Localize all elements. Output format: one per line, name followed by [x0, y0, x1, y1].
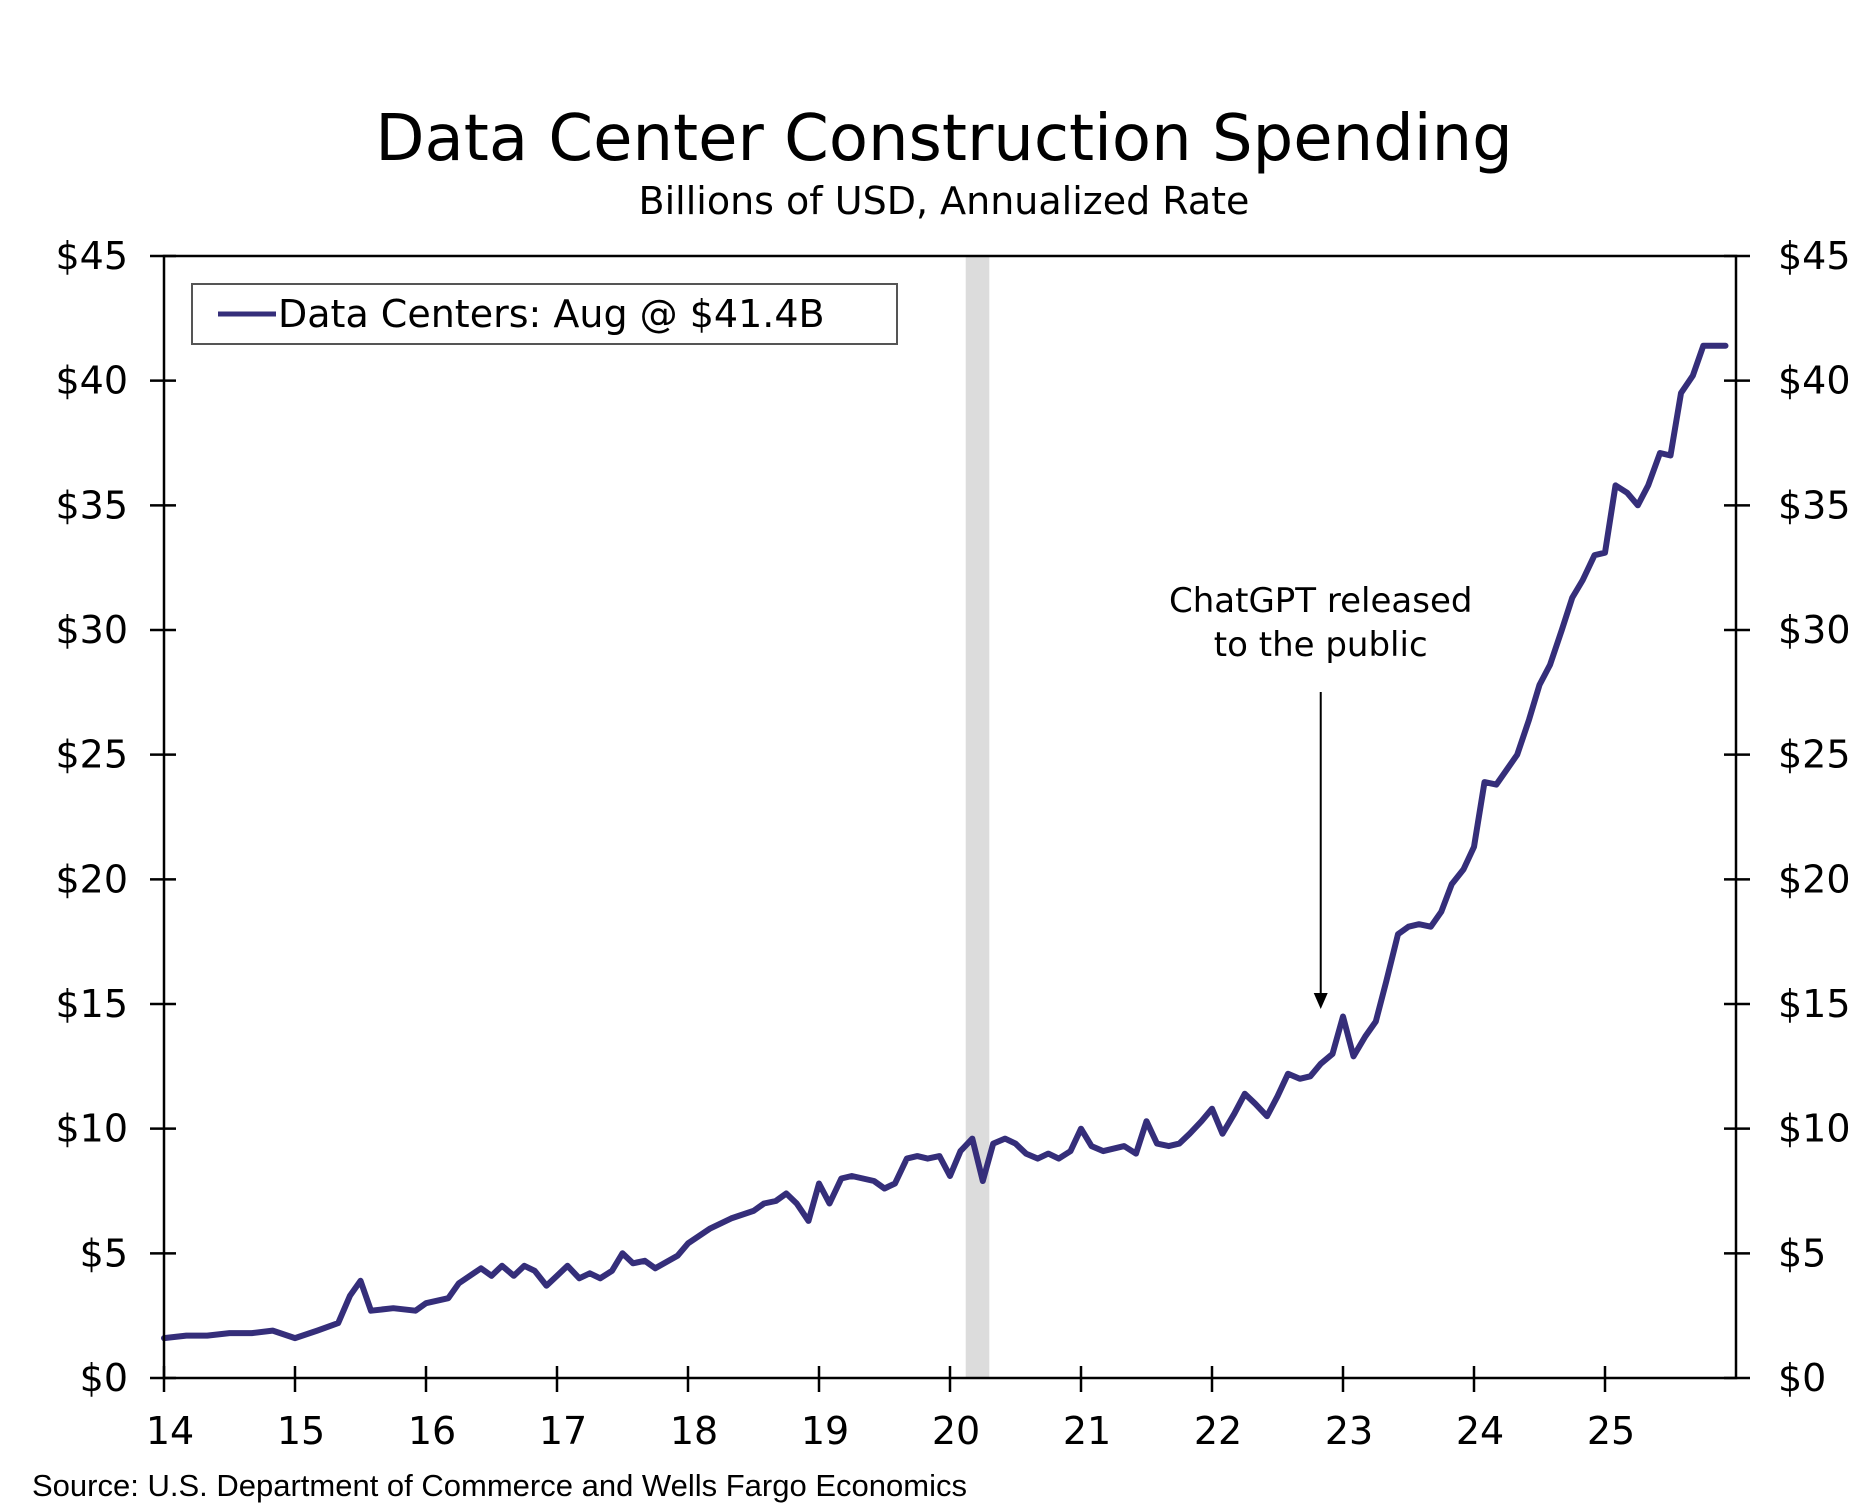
- annotation-arrow-head: [1313, 992, 1328, 1009]
- x-tick-label: 21: [1063, 1409, 1111, 1453]
- y-tick-label-right: $40: [1778, 359, 1851, 403]
- y-tick-label-left: $30: [55, 608, 128, 652]
- recession-shading-layer: [965, 256, 990, 1378]
- x-tick-label: 18: [670, 1409, 718, 1453]
- y-tick-label-right: $30: [1778, 608, 1851, 652]
- chart-subtitle: Billions of USD, Annualized Rate: [639, 179, 1250, 223]
- x-tick-label: 19: [801, 1409, 849, 1453]
- y-tick-label-right: $35: [1778, 483, 1851, 527]
- chart-title: Data Center Construction Spending: [375, 102, 1513, 176]
- x-tick-label: 16: [408, 1409, 456, 1453]
- y-tick-label-left: $35: [55, 483, 128, 527]
- x-tick-label: 25: [1587, 1409, 1635, 1453]
- y-tick-label-left: $25: [55, 733, 128, 777]
- y-tick-label-left: $20: [55, 857, 128, 901]
- axes-layer: $0 $0 $5 $5 $10 $10 $15 $15 $20 $20 $25 $25 $30 $30 $3…: [55, 234, 1850, 1453]
- series-layer: [161, 342, 1729, 1342]
- y-tick-label-left: $15: [55, 982, 128, 1026]
- x-tick-label: 20: [932, 1409, 980, 1453]
- source-note: Source: U.S. Department of Commerce and …: [32, 1468, 967, 1503]
- y-tick-label-right: $0: [1778, 1356, 1826, 1400]
- y-tick-label-left: $45: [55, 234, 128, 278]
- plot-frame: [162, 254, 1738, 1380]
- y-tick-label-right: $10: [1778, 1107, 1851, 1151]
- y-tick-label-left: $5: [80, 1231, 128, 1275]
- y-tick-label-right: $5: [1778, 1231, 1826, 1275]
- series-line-data-centers: [161, 342, 1729, 1342]
- annotation-text-line: ChatGPT released: [1169, 581, 1472, 621]
- y-tick-label-left: $10: [55, 1107, 128, 1151]
- y-tick-label-right: $45: [1778, 234, 1851, 278]
- x-tick-label: 24: [1456, 1409, 1504, 1453]
- legend-label: Data Centers: Aug @ $41.4B: [278, 292, 825, 336]
- legend: Data Centers: Aug @ $41.4B: [191, 283, 898, 345]
- x-tick-label: 23: [1325, 1409, 1373, 1453]
- y-tick-label-right: $15: [1778, 982, 1851, 1026]
- y-tick-label-right: $20: [1778, 857, 1851, 901]
- y-tick-label-left: $0: [80, 1356, 128, 1400]
- x-tick-label: 14: [146, 1409, 194, 1453]
- y-tick-label-right: $25: [1778, 733, 1851, 777]
- annotation-text-line: to the public: [1214, 625, 1428, 665]
- x-tick-label: 22: [1194, 1409, 1242, 1453]
- recession-shade: [965, 256, 990, 1378]
- x-tick-label: 15: [277, 1409, 325, 1453]
- legend-box: [191, 283, 898, 345]
- x-tick-label: 17: [539, 1409, 587, 1453]
- y-tick-label-left: $40: [55, 359, 128, 403]
